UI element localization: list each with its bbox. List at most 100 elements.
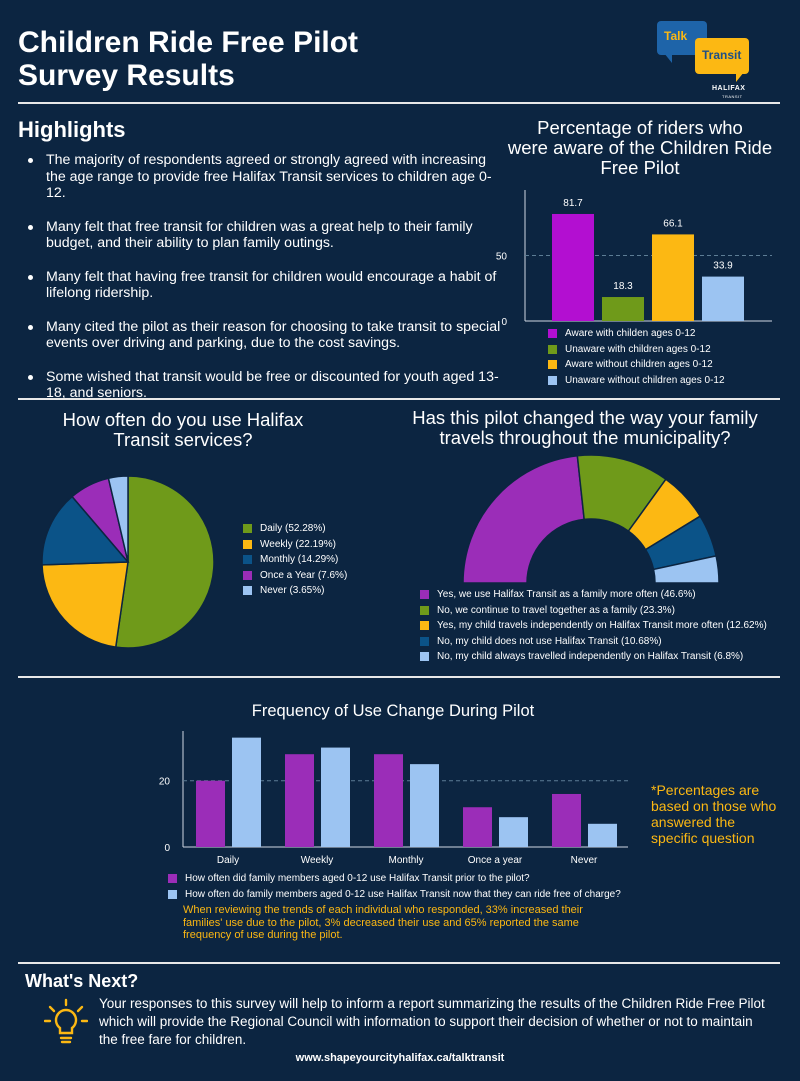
usage-legend: Daily (52.28%) Weekly (22.19%) Monthly (14… [243, 521, 393, 599]
bar-value-label: 81.7 [563, 198, 583, 209]
legend-label: Yes, my child travels independently on H… [437, 620, 767, 632]
pie-slice [107, 475, 129, 563]
trend-note: When reviewing the trends of each indivi… [183, 904, 583, 941]
legend-swatch [548, 375, 557, 385]
legend-item: Unaware without children ages 0-12 [548, 373, 788, 389]
frequency-legend: How often did family members aged 0-12 u… [168, 871, 638, 902]
bar [285, 754, 314, 847]
legend-label: No, my child does not use Halifax Transi… [437, 635, 662, 647]
legend-label: No, my child always travelled independen… [437, 651, 744, 663]
legend-swatch [168, 889, 177, 899]
whats-next-heading: What's Next? [25, 971, 139, 991]
x-tick-label: Weekly [301, 855, 334, 866]
legend-swatch [548, 360, 557, 370]
x-tick-label: Daily [217, 855, 239, 866]
highlights-list: The majority of respondents agreed or st… [20, 152, 506, 419]
bar [552, 213, 594, 321]
legend-swatch [548, 329, 557, 339]
highlights-heading: Highlights [18, 117, 126, 142]
legend-swatch [243, 539, 252, 549]
bar [410, 764, 439, 847]
legend-label: Unaware with children ages 0-12 [565, 343, 711, 355]
change-legend: Yes, we use Halifax Transit as a family … [420, 587, 790, 665]
legend-swatch [243, 524, 252, 534]
legend-item: No, my child always travelled independen… [420, 649, 790, 665]
bar [652, 234, 694, 321]
legend-swatch [243, 555, 252, 565]
page-title: Children Ride Free Pilot Survey Results [18, 26, 359, 92]
awareness-chart-title: Percentage of riders who were aware of t… [507, 117, 773, 178]
pie-slice [114, 475, 215, 649]
frequency-bar-chart: 0 20 Daily Weekly Monthly Once a year Never [159, 731, 628, 866]
legend-item: How often do family members aged 0-12 us… [168, 887, 638, 903]
legend-item: No, we continue to travel together as a … [420, 603, 790, 619]
change-semi-donut-chart [462, 455, 720, 584]
bar [588, 823, 617, 847]
bar [463, 807, 492, 847]
awareness-legend: Aware with childen ages 0-12 Unaware with… [548, 326, 788, 388]
legend-item: Monthly (14.29%) [243, 552, 393, 568]
awareness-bar-chart: 0 50 81.7 18.3 66.1 33.9 [496, 190, 772, 328]
x-tick-label: Monthly [388, 855, 423, 866]
frequency-chart-title: Frequency of Use Change During Pilot [251, 702, 535, 720]
legend-label: Once a Year (7.6%) [260, 569, 348, 581]
change-chart-title: Has this pilot changed the way your fami… [412, 407, 758, 448]
x-tick-label: Never [571, 855, 598, 866]
legend-swatch [420, 652, 429, 662]
legend-item: No, my child does not use Halifax Transi… [420, 634, 790, 650]
legend-label: Daily (52.28%) [260, 523, 326, 535]
legend-item: Yes, we use Halifax Transit as a family … [420, 587, 790, 603]
usage-chart-title: How often do you use Halifax Transit ser… [62, 409, 304, 450]
highlight-item: The majority of respondents agreed or st… [28, 152, 506, 202]
divider-top [18, 102, 780, 104]
bar [196, 780, 225, 847]
legend-item: Never (3.65%) [243, 583, 393, 599]
lightbulb-icon [44, 998, 88, 1044]
bar [232, 737, 261, 847]
legend-item: Unaware with children ages 0-12 [548, 342, 788, 358]
legend-item: How often did family members aged 0-12 u… [168, 871, 638, 887]
divider-bottom [18, 962, 780, 964]
highlight-item: Many felt that having free transit for c… [28, 269, 506, 302]
y-tick-label: 50 [496, 252, 508, 263]
bar [321, 747, 350, 847]
highlight-item: Some wished that transit would be free o… [28, 369, 506, 402]
legend-label: How often do family members aged 0-12 us… [185, 888, 621, 900]
bar [499, 817, 528, 847]
bar [374, 754, 403, 847]
side-note: *Percentages are based on those who answ… [651, 782, 777, 846]
bar [602, 297, 644, 321]
legend-swatch [243, 570, 252, 580]
bar-value-label: 66.1 [663, 218, 683, 229]
y-tick-label: 20 [159, 777, 171, 788]
legend-item: Daily (52.28%) [243, 521, 393, 537]
legend-swatch [243, 586, 252, 596]
y-tick-label: 0 [164, 843, 170, 854]
donut-segment [652, 554, 720, 584]
legend-label: Aware with childen ages 0-12 [565, 328, 696, 340]
legend-item: Weekly (22.19%) [243, 537, 393, 553]
legend-swatch [420, 605, 429, 615]
legend-label: Weekly (22.19%) [260, 538, 336, 550]
y-tick-label: 0 [501, 317, 507, 328]
legend-label: Monthly (14.29%) [260, 554, 339, 566]
legend-swatch [548, 344, 557, 354]
legend-item: Once a Year (7.6%) [243, 568, 393, 584]
legend-label: No, we continue to travel together as a … [437, 604, 675, 616]
talk-transit-logo: Talk Transit HALIFAX TRANSIT [650, 15, 760, 105]
footer-url[interactable]: www.shapeyourcityhalifax.ca/talktransit [295, 1052, 505, 1064]
x-tick-label: Once a year [468, 855, 523, 866]
logo-brand-sub: TRANSIT [722, 94, 743, 99]
bar [702, 276, 744, 321]
legend-swatch [420, 621, 429, 631]
legend-swatch [420, 590, 429, 600]
bar-value-label: 18.3 [613, 281, 633, 292]
usage-pie-chart [41, 475, 215, 649]
legend-label: Yes, we use Halifax Transit as a family … [437, 589, 696, 601]
pie-slice [41, 561, 129, 648]
highlight-item: Many felt that free transit for children… [28, 219, 506, 252]
legend-item: Aware without children ages 0-12 [548, 357, 788, 373]
bar-value-label: 33.9 [713, 261, 733, 272]
legend-label: Aware without children ages 0-12 [565, 359, 713, 371]
logo-brand: HALIFAX [712, 85, 746, 92]
